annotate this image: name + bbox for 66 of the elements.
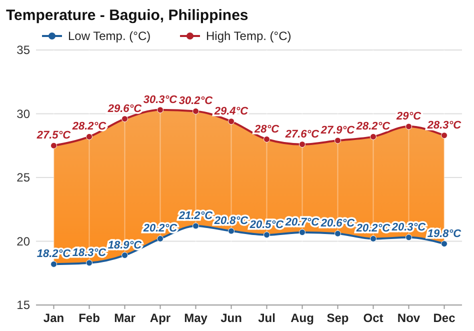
point — [86, 133, 92, 140]
point — [264, 136, 270, 142]
data-label: 28°C — [253, 123, 280, 136]
data-label: 18.3°C — [72, 246, 108, 259]
data-label: 20.7°C — [284, 216, 320, 228]
y-tick-label: 30 — [16, 106, 30, 121]
point — [370, 133, 376, 140]
point — [334, 137, 341, 144]
point — [441, 132, 448, 139]
data-label: 18.9°C — [108, 239, 143, 252]
point — [406, 234, 412, 241]
x-tick-label: Aug — [290, 311, 314, 325]
y-tick-label: 35 — [16, 43, 30, 57]
x-tick-label: Dec — [433, 311, 456, 325]
x-tick-label: Jul — [258, 311, 276, 325]
point — [157, 235, 164, 242]
data-label: 28.2°C — [71, 120, 108, 133]
y-tick-label: 15 — [16, 298, 30, 312]
data-label: 27.9°C — [320, 124, 356, 137]
point — [299, 229, 306, 236]
chart-title: Temperature - Baguio, Philippines — [6, 7, 248, 24]
point — [299, 141, 306, 148]
point — [370, 235, 376, 242]
point — [86, 260, 92, 266]
point — [122, 252, 128, 259]
data-label: 30.3°C — [143, 94, 178, 106]
data-label: 29°C — [395, 110, 422, 122]
point — [406, 123, 412, 130]
data-label: 20.5°C — [248, 218, 285, 231]
point — [334, 230, 341, 237]
data-label: 20.2°C — [142, 222, 178, 235]
data-label: 28.3°C — [426, 119, 462, 132]
x-tick-label: Feb — [78, 311, 100, 325]
x-tick-label: Jun — [220, 311, 242, 325]
point — [228, 228, 234, 234]
data-label: 27.5°C — [36, 130, 72, 142]
point — [157, 106, 164, 114]
data-label: 30.2°C — [178, 95, 214, 108]
data-label: 20.8°C — [213, 215, 250, 228]
point — [50, 260, 57, 268]
y-tick-label: 25 — [16, 170, 30, 184]
data-label: 27.6°C — [284, 128, 320, 140]
data-label: 21.2°C — [178, 210, 214, 222]
data-label: 20.6°C — [320, 218, 356, 230]
x-tick-label: Jan — [43, 311, 64, 325]
point — [50, 142, 57, 149]
data-label: 20.2°C — [355, 222, 392, 235]
point — [122, 116, 128, 122]
y-tick-label: 20 — [16, 234, 30, 248]
x-tick-label: May — [184, 311, 208, 325]
x-tick-label: Sep — [326, 311, 349, 325]
x-tick-label: Oct — [363, 311, 384, 325]
data-label: 28.2°C — [355, 120, 392, 133]
legend-label: High Temp. (°C) — [206, 29, 292, 43]
point — [441, 240, 448, 248]
point — [192, 108, 199, 114]
x-tick-label: Mar — [114, 311, 136, 325]
point — [264, 232, 270, 238]
point — [192, 222, 199, 230]
x-tick-label: Nov — [397, 311, 420, 325]
data-label: 29.6°C — [106, 102, 143, 115]
x-tick-label: Apr — [150, 311, 171, 325]
point — [228, 118, 234, 125]
data-label: 20.3°C — [390, 221, 427, 234]
data-label: 29.4°C — [213, 105, 250, 118]
legend-label: Low Temp. (°C) — [68, 29, 151, 43]
